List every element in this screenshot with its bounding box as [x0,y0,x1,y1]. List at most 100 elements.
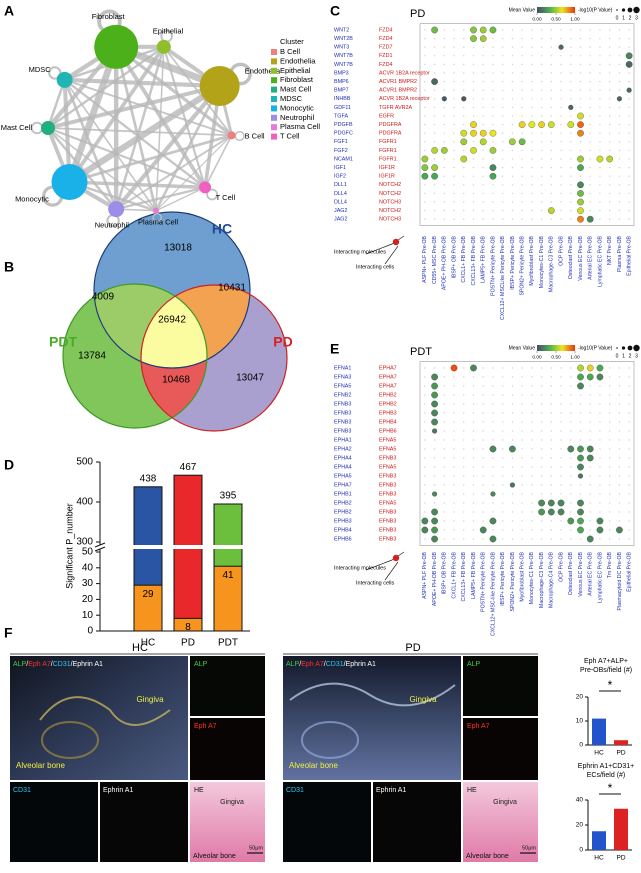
background-dot [628,201,630,203]
edge [64,78,232,137]
background-dot [463,29,465,31]
background-dot [608,141,611,143]
dotplot: PDT EFNA1 EPHA7 EFNA3 EPHA7 EFNA5 EPHA7 EFNB2 EP… [334,344,640,636]
node [227,131,236,140]
ligand-label: JAG2 [334,208,347,214]
background-dot [501,218,504,220]
background-dot [443,175,446,177]
background-dot [618,63,621,66]
group-title: PD [405,642,420,654]
background-dot [540,37,543,40]
background-dot [521,80,523,83]
cell-label: Monocytes-C1 Pre-OB [539,235,545,288]
background-dot [492,184,494,186]
background-dot [531,367,533,369]
background-dot [472,394,475,396]
scale-label: 50μm [522,845,536,851]
background-dot [560,37,562,40]
background-dot [424,218,426,220]
background-dot [599,448,601,450]
dot [538,508,545,516]
venn-count: 26942 [158,315,186,326]
background-dot [453,376,455,378]
background-dot [599,412,601,414]
background-dot [531,385,533,387]
size-key [616,9,618,11]
tissue-structure [289,682,456,707]
dot [616,526,623,534]
background-dot [589,439,591,441]
background-dot [550,149,553,152]
background-dot [463,529,465,531]
background-dot [599,98,601,100]
background-dot [482,115,484,117]
background-dot [511,46,514,48]
channel-label: Ephrin A1 [376,787,406,794]
ligand-label: EPHA7 [334,482,352,488]
plot-frame [419,361,635,546]
background-dot [618,149,621,152]
size-key-label: 1 [622,353,625,359]
background-dot [618,502,621,504]
receptor-label: EPHB3 [379,410,397,416]
merge-label-part: / [324,661,326,668]
background-dot [560,403,562,405]
ligand-label: EFNB3 [334,401,351,407]
background-dot [424,457,426,459]
background-dot [433,218,436,220]
background-dot [628,475,630,477]
background-dot [608,421,611,423]
legend-label: Fibroblast [280,75,314,84]
background-dot [472,475,475,477]
venn-count: 13047 [236,373,264,384]
background-dot [589,201,591,203]
background-dot [433,123,436,126]
background-dot [618,192,621,195]
background-dot [521,466,523,468]
background-dot [589,511,591,513]
background-dot [521,106,523,109]
chart-title: Eph A7+ALP+ [584,658,628,665]
background-dot [540,201,543,203]
background-dot [424,106,426,109]
background-dot [589,46,591,48]
background-dot [618,209,621,212]
edge [64,77,220,89]
legend-title: Cluster [280,37,304,46]
dot [509,482,515,488]
background-dot [560,158,562,160]
dot [470,35,477,42]
background-dot [521,218,523,220]
background-dot [579,141,582,143]
background-dot [550,218,553,220]
venn-pd-outline [140,284,288,432]
background-dot [424,192,426,195]
background-dot [463,115,465,117]
background-dot [424,448,426,450]
background-dot [599,484,601,486]
background-dot [472,55,475,57]
dot [431,508,438,516]
cell-label: CD55+ MSC Pre-OB [432,235,438,284]
background-dot [511,430,514,432]
background-dot [492,457,494,459]
background-dot [453,55,455,57]
background-dot [608,439,611,441]
background-dot [482,158,484,160]
background-dot [531,502,533,504]
background-dot [501,184,504,186]
background-dot [589,158,591,160]
background-dot [482,89,484,91]
panel-title: PDT [410,346,432,358]
dot [479,35,487,42]
background-dot [618,184,621,186]
legend-label: B Cell [280,47,300,56]
background-dot [472,80,475,83]
node-label: Fibroblast [92,12,126,21]
annotation-dot [392,554,400,562]
background-dot [589,484,591,486]
dot [558,44,564,50]
background-dot [433,106,436,109]
size-key-label: 2 [629,353,632,359]
background-dot [560,106,562,109]
